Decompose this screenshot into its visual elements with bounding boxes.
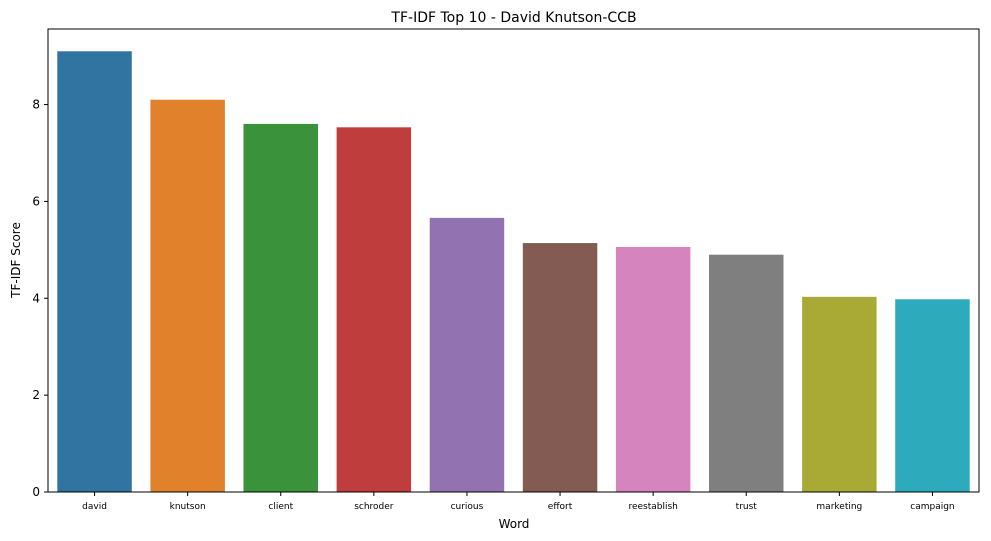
bar-effort [522,243,598,492]
bar-marketing [802,296,877,492]
y-tick-label: 4 [32,291,40,305]
y-axis-label: TF-IDF Score [9,222,23,299]
x-axis-label: Word [499,517,530,531]
x-tick-label: schroder [354,502,394,512]
x-tick-label: david [82,502,107,512]
x-tick-label: trust [736,502,758,512]
y-axis-ticks: 0 2 4 6 8 [32,98,48,499]
bar-reestablish [615,246,691,492]
x-tick-label: marketing [816,502,862,512]
y-tick-label: 2 [32,388,40,402]
chart-title: TF-IDF Top 10 - David Knutson-CCB [390,10,636,26]
bar-knutson [150,99,225,493]
bar-campaign [895,299,970,492]
x-axis-ticks: david knutson client schroder curious effort r… [82,492,955,512]
bar-client [243,123,318,492]
x-tick-label: knutson [170,502,206,512]
y-tick-label: 6 [32,194,40,208]
x-tick-label: campaign [910,502,954,512]
bars-group [57,51,970,493]
x-tick-label: client [268,502,293,512]
y-tick-label: 0 [32,485,40,499]
y-tick-label: 8 [32,98,40,112]
bar-schroder [336,127,412,492]
bar-david [57,51,132,492]
x-tick-label: curious [451,502,484,512]
bar-curious [429,217,505,493]
x-tick-label: effort [548,502,573,512]
bar-trust [709,254,784,492]
x-tick-label: reestablish [628,502,677,512]
plot-frame [47,28,980,493]
